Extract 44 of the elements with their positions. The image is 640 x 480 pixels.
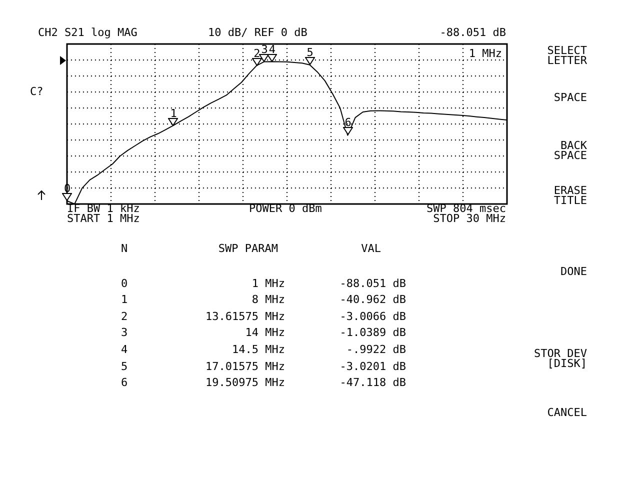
text: 0 — [121, 276, 128, 290]
text: 13.61575 MHz — [206, 310, 285, 323]
text: 4 — [268, 42, 276, 56]
text: SWP PARAM — [218, 242, 278, 255]
annotation: 1 — [170, 106, 177, 120]
text: 2 — [254, 46, 260, 60]
text: BACK SPACE — [554, 139, 587, 162]
text: 1 MHz — [252, 276, 285, 290]
text: N — [121, 242, 128, 255]
annotation: 6 — [344, 116, 352, 130]
text: CANCEL — [547, 406, 587, 419]
text: 3 — [121, 326, 128, 340]
text: SPACE — [554, 91, 587, 104]
text: -40.962 dB — [340, 293, 406, 306]
text: 8 MHz — [252, 293, 285, 306]
text: 5 — [306, 46, 314, 59]
text: DONE — [560, 265, 587, 278]
text: STOR DEV [DISK] — [534, 347, 587, 370]
text: 17.01575 MHz — [206, 360, 285, 373]
text: -88.051 dB — [440, 26, 506, 39]
text: 1 — [121, 293, 128, 306]
text: 10 dB/ REF 0 dB — [208, 26, 308, 39]
text: -1.0389 dB — [340, 326, 406, 340]
text: START 1 MHz — [67, 212, 140, 225]
text: 2 — [121, 310, 128, 323]
text: 6 — [121, 376, 128, 390]
text: 3 — [261, 42, 268, 56]
text: 5 — [121, 360, 128, 373]
text: C? — [30, 85, 44, 98]
text: -88.051 dB — [340, 276, 406, 290]
text: -3.0066 dB — [340, 310, 406, 323]
text: 19.50975 MHz — [206, 376, 285, 390]
text: 14 MHz — [245, 326, 285, 340]
chart-title: CH2 S21 log MAG — [38, 26, 138, 39]
text: 1 MHz — [468, 47, 502, 60]
text: -3.0201 dB — [340, 360, 406, 373]
text: -47.118 dB — [340, 376, 406, 390]
text: ERASE TITLE — [554, 184, 587, 207]
text: SELECT LETTER — [547, 44, 587, 67]
text: STOP 30 MHz — [433, 212, 506, 225]
text: 4 — [121, 343, 128, 356]
text: 14.5 MHz — [232, 343, 285, 356]
text: VAL — [361, 242, 381, 255]
text: -.9922 dB — [346, 343, 406, 356]
